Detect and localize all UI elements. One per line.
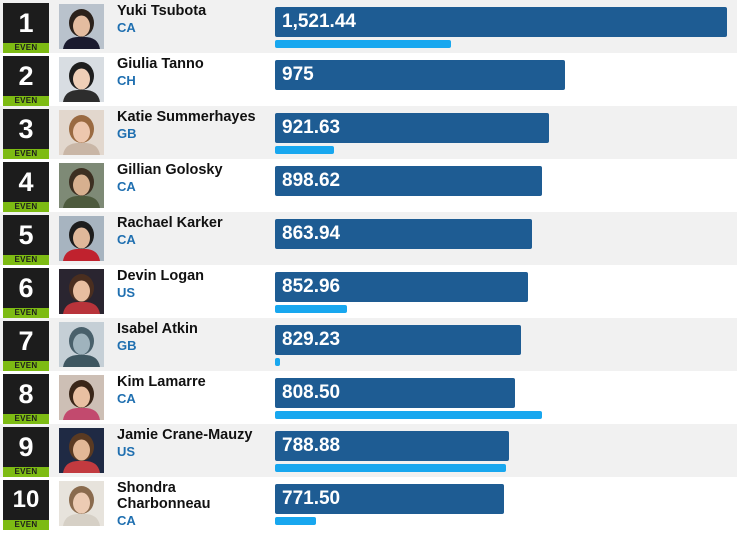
- leaderboard-row[interactable]: 6 EVEN Devin Logan US 852.96: [0, 265, 737, 318]
- athlete-country: US: [117, 444, 136, 459]
- athlete-country: US: [117, 285, 136, 300]
- rank-number: 9: [3, 427, 49, 467]
- score-bar: 921.63: [275, 113, 549, 143]
- athlete-name[interactable]: Devin Logan: [117, 268, 205, 284]
- athlete-name[interactable]: Yuki Tsubota: [117, 3, 207, 19]
- leaderboard-row[interactable]: 10 EVEN Shondra Charbonneau CA 771.50: [0, 477, 737, 530]
- even-badge: EVEN: [3, 361, 49, 371]
- even-badge: EVEN: [3, 149, 49, 159]
- progress-bar: [275, 146, 334, 154]
- athlete-country: CA: [117, 513, 136, 528]
- score-value: 898.62: [282, 170, 341, 191]
- score-value: 1,521.44: [282, 11, 356, 32]
- leaderboard-row[interactable]: 4 EVEN Gillian Golosky CA 898.62: [0, 159, 737, 212]
- athlete-photo: [59, 4, 104, 49]
- athlete-photo: [59, 375, 104, 420]
- score-bar: 898.62: [275, 166, 542, 196]
- progress-bar: [275, 517, 316, 525]
- athlete-photo: [59, 216, 104, 261]
- leaderboard-row[interactable]: 7 EVEN Isabel Atkin GB 829.23: [0, 318, 737, 371]
- athlete-name[interactable]: Katie Summerhayes: [117, 109, 256, 125]
- score-value: 852.96: [282, 276, 341, 297]
- rank-number: 5: [3, 215, 49, 255]
- score-bar: 788.88: [275, 431, 509, 461]
- athlete-name[interactable]: Rachael Karker: [117, 215, 223, 231]
- rank-number: 4: [3, 162, 49, 202]
- athlete-name[interactable]: Kim Lamarre: [117, 374, 206, 390]
- athlete-photo: [59, 322, 104, 367]
- athlete-name[interactable]: Jamie Crane-Mauzy: [117, 427, 253, 443]
- progress-bar: [275, 464, 506, 472]
- even-badge: EVEN: [3, 414, 49, 424]
- score-value: 863.94: [282, 223, 341, 244]
- progress-bar: [275, 40, 451, 48]
- athlete-country: CA: [117, 232, 136, 247]
- athlete-photo: [59, 163, 104, 208]
- even-badge: EVEN: [3, 202, 49, 212]
- athlete-name[interactable]: Shondra Charbonneau: [117, 480, 211, 512]
- even-badge: EVEN: [3, 520, 49, 530]
- score-bar: 1,521.44: [275, 7, 727, 37]
- leaderboard-row[interactable]: 8 EVEN Kim Lamarre CA 808.50: [0, 371, 737, 424]
- rank-number: 10: [3, 480, 49, 520]
- leaderboard-row[interactable]: 2 EVEN Giulia Tanno CH 975: [0, 53, 737, 106]
- score-value: 788.88: [282, 435, 341, 456]
- rank-number: 7: [3, 321, 49, 361]
- progress-bar: [275, 305, 347, 313]
- athlete-country: CA: [117, 20, 136, 35]
- athlete-photo: [59, 57, 104, 102]
- score-value: 808.50: [282, 382, 341, 403]
- athlete-country: GB: [117, 338, 137, 353]
- athlete-photo: [59, 481, 104, 526]
- leaderboard-row[interactable]: 5 EVEN Rachael Karker CA 863.94: [0, 212, 737, 265]
- athlete-photo: [59, 428, 104, 473]
- athlete-name[interactable]: Isabel Atkin: [117, 321, 198, 337]
- score-bar: 771.50: [275, 484, 504, 514]
- even-badge: EVEN: [3, 255, 49, 265]
- rank-number: 6: [3, 268, 49, 308]
- rank-number: 3: [3, 109, 49, 149]
- athlete-country: CA: [117, 179, 136, 194]
- athlete-country: CA: [117, 391, 136, 406]
- even-badge: EVEN: [3, 467, 49, 477]
- leaderboard-row[interactable]: 3 EVEN Katie Summerhayes GB 921.63: [0, 106, 737, 159]
- score-bar: 808.50: [275, 378, 515, 408]
- even-badge: EVEN: [3, 96, 49, 106]
- score-value: 921.63: [282, 117, 341, 138]
- leaderboard-row[interactable]: 9 EVEN Jamie Crane-Mauzy US 788.88: [0, 424, 737, 477]
- athlete-name[interactable]: Giulia Tanno: [117, 56, 204, 72]
- even-badge: EVEN: [3, 43, 49, 53]
- rank-number: 1: [3, 3, 49, 43]
- score-bar: 852.96: [275, 272, 528, 302]
- score-value: 829.23: [282, 329, 341, 350]
- score-value: 975: [282, 64, 314, 85]
- even-badge: EVEN: [3, 308, 49, 318]
- athlete-country: CH: [117, 73, 136, 88]
- score-bar: 829.23: [275, 325, 521, 355]
- athlete-photo: [59, 269, 104, 314]
- rank-number: 2: [3, 56, 49, 96]
- athlete-photo: [59, 110, 104, 155]
- score-value: 771.50: [282, 488, 341, 509]
- progress-bar: [275, 358, 280, 366]
- score-bar: 863.94: [275, 219, 532, 249]
- progress-bar: [275, 411, 542, 419]
- leaderboard-row[interactable]: 1 EVEN Yuki Tsubota CA 1,521.44: [0, 0, 737, 53]
- athlete-name[interactable]: Gillian Golosky: [117, 162, 223, 178]
- rank-number: 8: [3, 374, 49, 414]
- athlete-country: GB: [117, 126, 137, 141]
- score-bar: 975: [275, 60, 565, 90]
